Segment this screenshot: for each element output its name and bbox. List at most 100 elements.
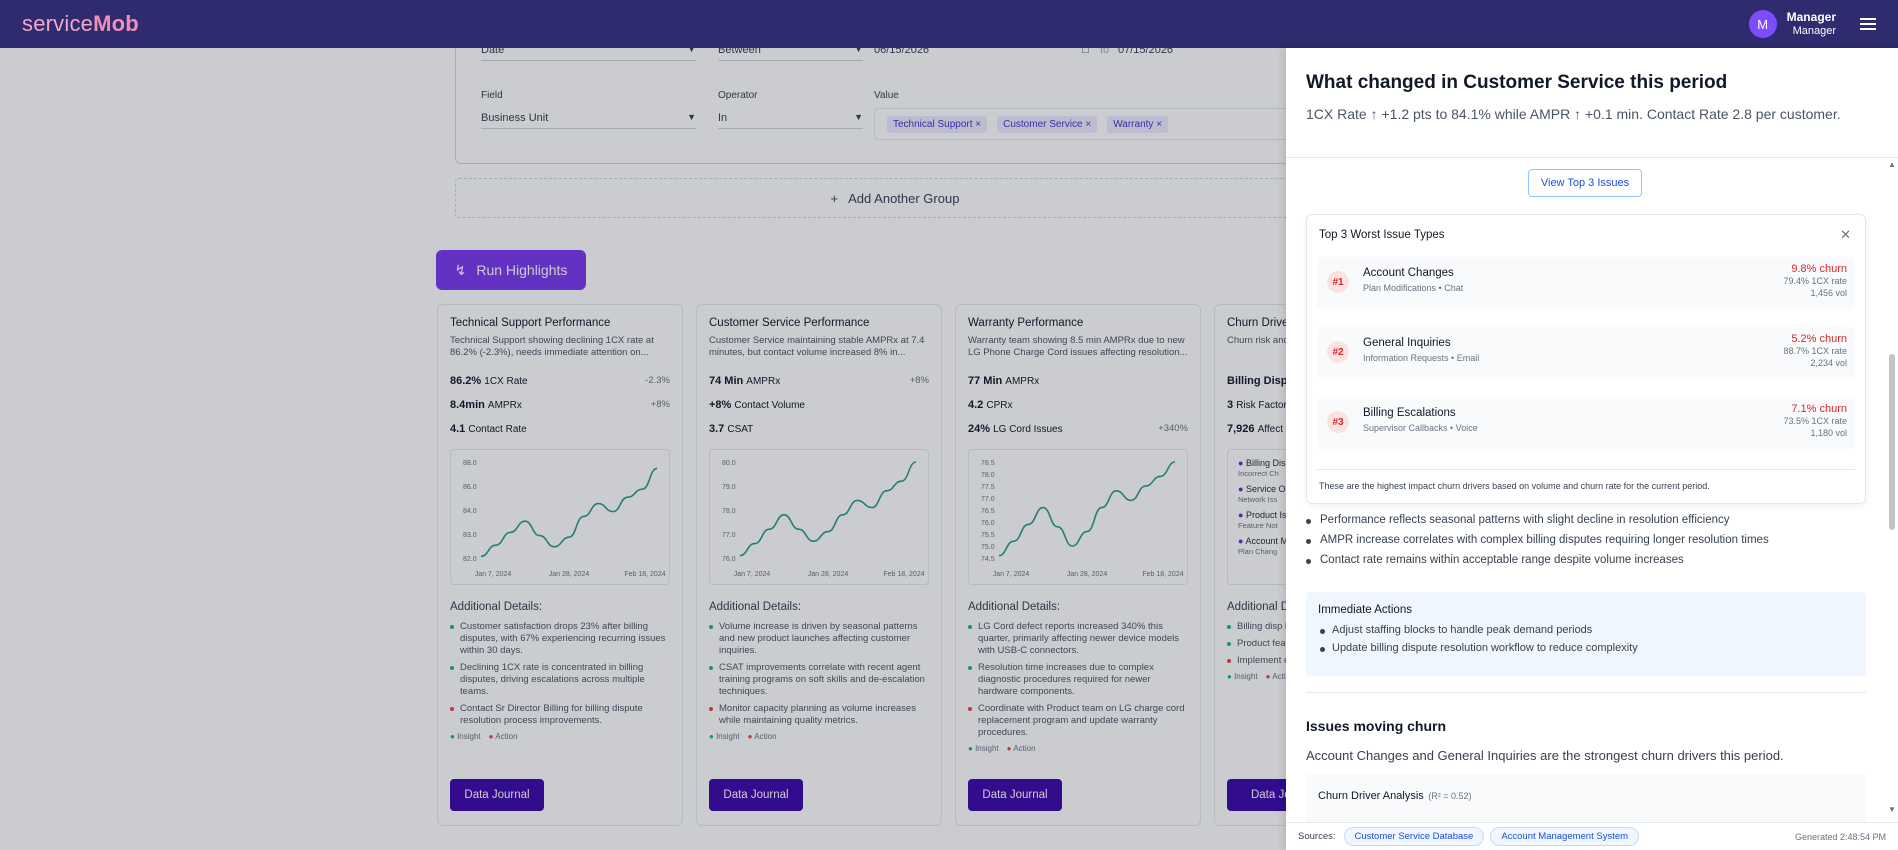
date-field-value: Date: [481, 48, 505, 56]
x-tick-label: Jan 28, 2024: [1067, 571, 1108, 578]
trend-line: [998, 461, 1176, 557]
modal-backdrop[interactable]: [0, 48, 1286, 850]
scroll-down-icon[interactable]: ▼: [1888, 805, 1896, 814]
generated-timestamp: Generated 2:48:54 PM: [1794, 831, 1886, 842]
trend-chart: 88.0 86.0 84.0 83.0 82.0 Jan 7, 2024 Jan 28, 2…: [450, 449, 670, 585]
y-tick-label: 78.5: [981, 460, 995, 467]
source-chip[interactable]: Account Management System: [1490, 827, 1640, 846]
filter-group: Date ▼ Between ▼ 06/15/2026 □ to 07/15/202…: [455, 48, 1335, 164]
action-dot-icon: [450, 707, 454, 711]
close-icon[interactable]: ✕: [1840, 227, 1851, 242]
data-journal-button[interactable]: Data Journal: [450, 779, 544, 811]
add-group-button[interactable]: + Add Another Group: [455, 178, 1335, 218]
details-text: Declining 1CX rate is concentrated in bi…: [460, 662, 645, 697]
chevron-down-icon: ▼: [687, 112, 696, 122]
metric-unit: AMPRx: [746, 376, 781, 387]
panel-summary: 1CX Rate ↑ +1.2 pts to 84.1% while AMPR …: [1306, 106, 1841, 122]
issue-volume: 2,234 vol: [1810, 358, 1847, 368]
top-navigation-bar: serviceMob M Manager Manager: [0, 0, 1898, 48]
value-chip[interactable]: Customer Service ×: [997, 115, 1098, 133]
insight-bullet: Performance reflects seasonal patterns w…: [1306, 514, 1866, 526]
rank-badge: #2: [1327, 341, 1349, 363]
date-to-input[interactable]: 07/15/2026: [1118, 48, 1174, 56]
y-tick-label: 75.0: [981, 544, 995, 551]
remove-chip-icon[interactable]: ×: [975, 118, 982, 130]
operator-select[interactable]: In ▼: [718, 112, 863, 129]
churn-item-name: Service Ou: [1245, 484, 1291, 494]
metric-unit: Contact Rate: [468, 424, 527, 435]
churn-item-name: Account M: [1245, 536, 1288, 546]
legend-action-label: Action: [495, 732, 518, 741]
issues-moving-churn-title: Issues moving churn: [1306, 718, 1447, 734]
run-highlights-label: Run Highlights: [476, 262, 568, 278]
operator-select-value: In: [718, 112, 728, 124]
value-chip[interactable]: Warranty ×: [1107, 115, 1169, 133]
run-highlights-button[interactable]: ↯ Run Highlights: [436, 250, 586, 290]
issue-stats: 7.1% churn 73.5% 1CX rate 1,180 vol: [1783, 403, 1847, 439]
remove-chip-icon[interactable]: ×: [1156, 118, 1163, 130]
metric-value: 74 Min: [709, 375, 744, 387]
insight-dot-icon: [1227, 625, 1231, 629]
y-tick-label: 78.0: [981, 472, 995, 479]
value-chip[interactable]: Technical Support ×: [887, 115, 988, 133]
data-journal-button[interactable]: Data Journal: [709, 779, 803, 811]
servicemob-logo[interactable]: serviceMob: [22, 11, 139, 37]
details-item: Declining 1CX rate is concentrated in bi…: [450, 662, 670, 698]
insight-dot-icon: [709, 666, 713, 670]
remove-chip-icon[interactable]: ×: [1085, 118, 1092, 130]
y-tick-label: 83.0: [463, 532, 477, 539]
rank-badge: #3: [1327, 411, 1349, 433]
value-multiselect[interactable]: Technical Support × Customer Service × W…: [874, 108, 1334, 140]
details-text: CSAT improvements correlate with recent …: [719, 662, 925, 697]
issue-1cx-rate: 73.5% 1CX rate: [1783, 416, 1847, 426]
issue-churn: 7.1% churn: [1791, 403, 1847, 415]
details-item: Coordinate with Product team on LG charg…: [968, 703, 1188, 739]
churn-driver-r2: (R² = 0.52): [1428, 791, 1472, 801]
issue-row[interactable]: #1 Account Changes Plan Modifications • …: [1317, 257, 1855, 309]
view-top-issues-button[interactable]: View Top 3 Issues: [1528, 169, 1642, 197]
issue-volume: 1,456 vol: [1810, 288, 1847, 298]
scroll-up-icon[interactable]: ▲: [1888, 160, 1896, 169]
date-operator-select[interactable]: Between ▼: [718, 48, 863, 61]
card-metric: 3.7 CSAT: [709, 423, 929, 435]
divider: [1306, 692, 1866, 693]
date-field-select[interactable]: Date ▼: [481, 48, 696, 61]
details-list: Volume increase is driven by seasonal pa…: [709, 621, 929, 727]
field-select[interactable]: Business Unit ▼: [481, 112, 696, 129]
trend-line: [480, 467, 658, 558]
action-dot-icon: [1227, 659, 1231, 663]
source-chip[interactable]: Customer Service Database: [1343, 827, 1485, 846]
churn-item-sub: Plan Chang: [1238, 547, 1278, 556]
issue-row[interactable]: #3 Billing Escalations Supervisor Callba…: [1317, 397, 1855, 449]
y-tick-label: 78.0: [722, 508, 736, 515]
metric-delta: +8%: [909, 375, 929, 386]
card-metric: 74 Min AMPRx +8%: [709, 375, 929, 387]
metric-value: 24%: [968, 423, 991, 435]
menu-icon[interactable]: [1860, 15, 1876, 33]
logo-text: service: [22, 11, 94, 36]
insight-dot-icon: [968, 625, 972, 629]
user-info[interactable]: Manager Manager: [1787, 10, 1836, 38]
insight-dot-icon: [968, 666, 972, 670]
calendar-icon[interactable]: □: [1082, 48, 1089, 56]
x-tick-label: Jan 28, 2024: [549, 571, 590, 578]
data-journal-button[interactable]: Data Journal: [968, 779, 1062, 811]
sources-label: Sources:: [1298, 831, 1336, 842]
issues-moving-churn-summary: Account Changes and General Inquiries ar…: [1306, 748, 1784, 763]
scroll-thumb[interactable]: [1889, 354, 1895, 530]
details-text: Resolution time increases due to complex…: [978, 662, 1154, 697]
details-text: Monitor capacity planning as volume incr…: [719, 703, 916, 726]
details-text: Contact Sr Director Billing for billing …: [460, 703, 643, 726]
card-title: Customer Service Performance: [709, 317, 870, 329]
metric-unit: LG Cord Issues: [993, 424, 1063, 435]
panel-scrollbar[interactable]: ▲ ▼: [1886, 160, 1898, 814]
issue-churn: 9.8% churn: [1791, 263, 1847, 275]
user-name: Manager: [1786, 10, 1836, 24]
top-issues-title: Top 3 Worst Issue Types: [1319, 229, 1445, 241]
avatar[interactable]: M: [1748, 10, 1777, 38]
actions-list: Adjust staffing blocks to handle peak de…: [1318, 624, 1854, 654]
y-tick-label: 86.0: [463, 484, 477, 491]
issue-row[interactable]: #2 General Inquiries Information Request…: [1317, 327, 1855, 379]
legend-insight-label: Insight: [457, 732, 481, 741]
date-from-input[interactable]: 06/15/2026: [874, 48, 930, 56]
